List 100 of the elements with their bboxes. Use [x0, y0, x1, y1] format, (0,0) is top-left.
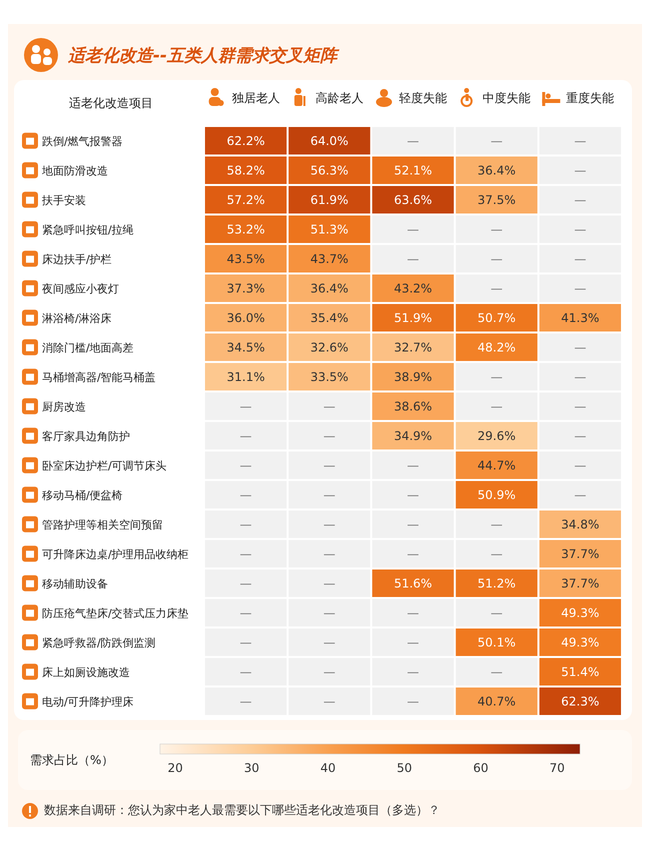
- text: —: [323, 458, 336, 472]
- text: —: [574, 222, 586, 236]
- data-label: 43.2%: [394, 281, 432, 296]
- text: —: [407, 222, 419, 236]
- data-label: 50.1%: [478, 635, 516, 650]
- text: —: [407, 546, 419, 561]
- data-label: 37.5%: [478, 192, 516, 207]
- color-bar-label: 50: [396, 761, 412, 775]
- text: —: [323, 664, 336, 679]
- data-label: 32.7%: [394, 340, 432, 354]
- color-bar-label: 40: [320, 761, 336, 775]
- data-label: 53.2%: [226, 222, 265, 236]
- data-label: 31.1%: [226, 370, 265, 384]
- text: —: [240, 488, 252, 502]
- data-label: 50.7%: [478, 310, 516, 325]
- text: —: [490, 252, 503, 266]
- y-tick-label: 跌倒/燃气报警器: [42, 134, 123, 148]
- data-label: 37.3%: [226, 281, 265, 296]
- text: —: [574, 399, 586, 414]
- data-label: 49.3%: [561, 606, 600, 620]
- data-label: 34.5%: [226, 340, 265, 354]
- data-label: 52.1%: [394, 163, 432, 178]
- text: —: [240, 606, 252, 620]
- text: —: [323, 606, 336, 620]
- y-tick-label: 厨房改造: [42, 400, 86, 414]
- text: —: [574, 281, 586, 296]
- text: —: [490, 517, 503, 532]
- data-label: 34.9%: [394, 428, 432, 443]
- data-label: 51.2%: [478, 576, 516, 590]
- data-label: 62.2%: [226, 134, 265, 148]
- text: —: [240, 458, 252, 472]
- color-bar-label: 70: [549, 761, 565, 775]
- text: —: [240, 428, 252, 443]
- text: —: [323, 428, 336, 443]
- text: —: [574, 252, 586, 266]
- y-tick-label: 马桶增高器/智能马桶盖: [42, 370, 156, 384]
- data-label: 51.6%: [394, 576, 432, 590]
- data-label: 44.7%: [478, 458, 516, 472]
- text: —: [323, 488, 336, 502]
- data-label: 43.5%: [226, 252, 265, 266]
- data-label: 50.9%: [478, 488, 516, 502]
- data-label: 38.6%: [394, 399, 432, 414]
- x-tick-label: 重度失能: [566, 91, 614, 105]
- data-label: 32.6%: [310, 340, 348, 354]
- x-tick-label: 中度失能: [482, 91, 531, 105]
- y-tick-label: 紧急呼救器/防跌倒监测: [42, 636, 156, 650]
- data-label: 58.2%: [226, 163, 265, 178]
- data-label: 49.3%: [561, 635, 600, 650]
- text: —: [574, 370, 586, 384]
- x-tick-label: 轻度失能: [399, 91, 447, 105]
- data-label: 29.6%: [478, 428, 516, 443]
- x-tick-label: 独居老人: [232, 91, 280, 105]
- text: —: [240, 694, 252, 708]
- y-tick-label: 客厅家具边角防护: [42, 430, 130, 443]
- y-tick-label: 移动辅助设备: [42, 577, 108, 590]
- text: —: [323, 694, 336, 708]
- data-label: 36.4%: [310, 281, 348, 296]
- y-tick-label: 夜间感应小夜灯: [42, 282, 119, 296]
- y-tick-label: 淋浴椅/淋浴床: [42, 312, 112, 325]
- y-tick-label: 扶手安装: [41, 194, 86, 207]
- data-label: 37.7%: [561, 546, 600, 561]
- text: —: [407, 664, 419, 679]
- text: —: [490, 606, 503, 620]
- text: —: [323, 576, 336, 590]
- text: —: [574, 428, 586, 443]
- text: —: [323, 517, 336, 532]
- text: —: [490, 134, 503, 148]
- y-tick-label: 电动/可升降护理床: [42, 695, 134, 708]
- text: —: [407, 458, 419, 472]
- data-label: 51.4%: [561, 664, 600, 679]
- text: —: [574, 163, 586, 178]
- text: —: [407, 606, 419, 620]
- text: —: [323, 546, 336, 561]
- text: —: [407, 694, 419, 708]
- data-label: 37.7%: [561, 576, 600, 590]
- y-tick-label: 地面防滑改造: [41, 164, 108, 178]
- data-label: 43.7%: [310, 252, 348, 266]
- text: —: [574, 340, 586, 354]
- text: —: [407, 517, 419, 532]
- data-label: 51.9%: [394, 310, 432, 325]
- y-axis-title: 适老化改造项目: [68, 94, 154, 112]
- text: —: [323, 399, 336, 414]
- data-label: 56.3%: [310, 163, 348, 178]
- y-tick-label: 可升降床边桌/护理用品收纳柜: [42, 548, 189, 561]
- text: —: [407, 635, 419, 650]
- text: —: [407, 252, 419, 266]
- text: —: [574, 192, 586, 207]
- data-label: 36.4%: [478, 163, 516, 178]
- text: —: [490, 546, 503, 561]
- data-label: 36.0%: [226, 310, 265, 325]
- y-tick-label: 移动马桶/便盆椅: [42, 488, 123, 502]
- text: —: [240, 517, 252, 532]
- data-label: 35.4%: [310, 310, 348, 325]
- data-label: 38.9%: [394, 370, 432, 384]
- y-tick-label: 消除门槛/地面高差: [42, 341, 134, 354]
- x-tick-label: 高龄老人: [315, 91, 364, 105]
- text: —: [240, 664, 252, 679]
- text: —: [490, 664, 503, 679]
- data-label: 57.2%: [226, 192, 265, 207]
- y-tick-label: 紧急呼叫按钮/拉绳: [42, 223, 134, 236]
